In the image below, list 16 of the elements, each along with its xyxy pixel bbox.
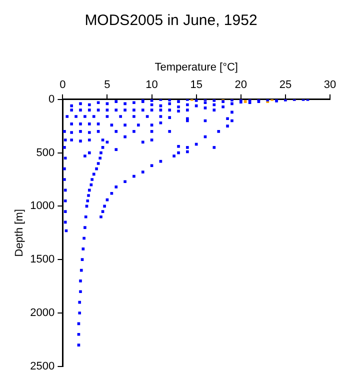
- y-axis-title: Depth [m]: [14, 209, 26, 257]
- x-tick-label: 5: [104, 78, 110, 91]
- y-tick-label: 1000: [30, 200, 55, 212]
- x-tick-label: 15: [190, 78, 202, 91]
- y-tick-label: 2500: [30, 360, 55, 372]
- x-tick-label: 25: [279, 78, 292, 91]
- x-tick-label: 10: [146, 78, 158, 91]
- x-tick-label: 30: [324, 78, 336, 91]
- x-tick-label: 0: [60, 78, 66, 91]
- chart-title: MODS2005 in June, 1952: [84, 12, 258, 30]
- y-tick-label: 0: [48, 93, 55, 106]
- y-tick-label: 2000: [30, 307, 55, 320]
- x-axis-title: Temperature [°C]: [154, 62, 238, 74]
- x-tick-label: 20: [234, 78, 248, 91]
- y-tick-label: 500: [36, 146, 55, 159]
- y-tick-label: 1500: [30, 254, 55, 266]
